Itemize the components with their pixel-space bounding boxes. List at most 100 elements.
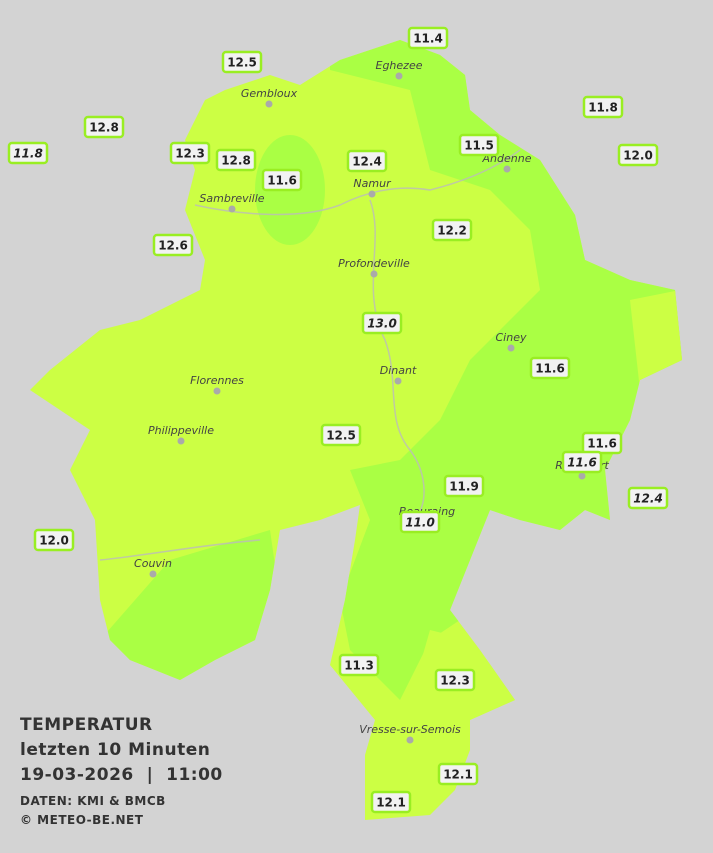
station-box [399, 510, 441, 534]
station-value: 11.6 [535, 362, 565, 376]
station-value: 12.4 [352, 155, 382, 169]
station-box [434, 668, 476, 692]
station-box [320, 423, 362, 447]
station-box [152, 233, 194, 257]
city-label: Eghezee [376, 59, 423, 72]
station-value: 11.0 [405, 516, 435, 530]
station-box [529, 356, 571, 380]
title: TEMPERATUR [20, 715, 153, 735]
city-dot [228, 205, 236, 213]
station-box [617, 143, 659, 167]
river [369, 199, 425, 521]
city-dot [149, 570, 157, 578]
station: 11.8 [7, 141, 49, 165]
station-box [221, 50, 263, 74]
station-value: 12.2 [437, 224, 467, 238]
station: 13.0 [361, 311, 403, 335]
station-value: 12.1 [376, 796, 406, 810]
province [30, 40, 682, 820]
city-dot [395, 72, 403, 80]
city-dot [507, 344, 515, 352]
city-label: Couvin [134, 557, 172, 570]
station: 11.6 [581, 431, 623, 455]
station-value: 11.5 [464, 139, 494, 153]
station: 11.5 [458, 133, 500, 157]
legend-title: TEMPERATUR letzten 10 Minuten 19-03-2026… [20, 715, 223, 827]
station-value: 13.0 [367, 317, 397, 331]
station-value: 11.6 [267, 174, 297, 188]
city-label: Ciney [496, 331, 527, 344]
station-value: 11.3 [344, 659, 374, 673]
station: 12.8 [215, 148, 257, 172]
station: 12.3 [169, 141, 211, 165]
station-value: 12.0 [623, 149, 653, 163]
city-dot [265, 100, 273, 108]
station: 12.6 [152, 233, 194, 257]
station-box [437, 762, 479, 786]
station-box [83, 115, 125, 139]
station: 11.9 [443, 474, 485, 498]
station: 12.4 [346, 149, 388, 173]
station: 11.3 [338, 653, 380, 677]
station: 12.0 [617, 143, 659, 167]
station: 11.6 [561, 450, 603, 474]
station: 12.3 [434, 668, 476, 692]
station-box [581, 431, 623, 455]
city-dot [406, 736, 414, 744]
city-dot [370, 270, 378, 278]
warm-zone [630, 290, 682, 390]
city-label: Dinant [380, 364, 417, 377]
station-value: 12.5 [227, 56, 257, 70]
subtitle: letzten 10 Minuten [20, 740, 210, 760]
station: 11.8 [582, 95, 624, 119]
station-value: 12.4 [633, 492, 663, 506]
station-value: 12.5 [326, 429, 356, 443]
station-value: 12.6 [158, 239, 188, 253]
station: 12.1 [437, 762, 479, 786]
station-box [627, 486, 669, 510]
city-label: Philippeville [148, 424, 214, 437]
station-value: 11.8 [13, 147, 43, 161]
station: 11.4 [407, 26, 449, 50]
station-value: 12.3 [440, 674, 470, 688]
city-dot [503, 165, 511, 173]
station-value: 11.6 [587, 437, 617, 451]
station-value: 11.8 [588, 101, 618, 115]
river [99, 539, 261, 561]
station-box [458, 133, 500, 157]
station-value: 12.1 [443, 768, 473, 782]
city-label: Florennes [190, 374, 244, 387]
station-box [582, 95, 624, 119]
city-label: Sambreville [199, 192, 264, 205]
station-value: 12.3 [175, 147, 205, 161]
station: 11.6 [261, 168, 303, 192]
source: DATEN: KMI & BMCB [20, 794, 166, 808]
station-box [169, 141, 211, 165]
station-box [338, 653, 380, 677]
station: 12.5 [320, 423, 362, 447]
station-box [346, 149, 388, 173]
city-dot [177, 437, 185, 445]
city-dot [368, 190, 376, 198]
timestamp: 19-03-2026 | 11:00 [20, 765, 223, 785]
station-box [215, 148, 257, 172]
station-value: 11.9 [449, 480, 479, 494]
station: 12.0 [33, 528, 75, 552]
city-dot [394, 377, 402, 385]
city-label: Namur [353, 177, 392, 190]
station: 11.0 [399, 510, 441, 534]
stations: 12.5 11.4 12.8 11.8 12.3 12.8 11.6 12.4 11.5 11.8… [7, 26, 669, 814]
city-label: Gembloux [241, 87, 298, 100]
city-label: Vresse-sur-Semois [359, 723, 461, 736]
station: 12.2 [431, 218, 473, 242]
station-box [407, 26, 449, 50]
station-box [431, 218, 473, 242]
station-box [33, 528, 75, 552]
station-box [7, 141, 49, 165]
station: 11.6 [529, 356, 571, 380]
copyright: © METEO-BE.NET [20, 813, 144, 827]
city-dot [578, 472, 586, 480]
station-value: 11.6 [567, 456, 597, 470]
